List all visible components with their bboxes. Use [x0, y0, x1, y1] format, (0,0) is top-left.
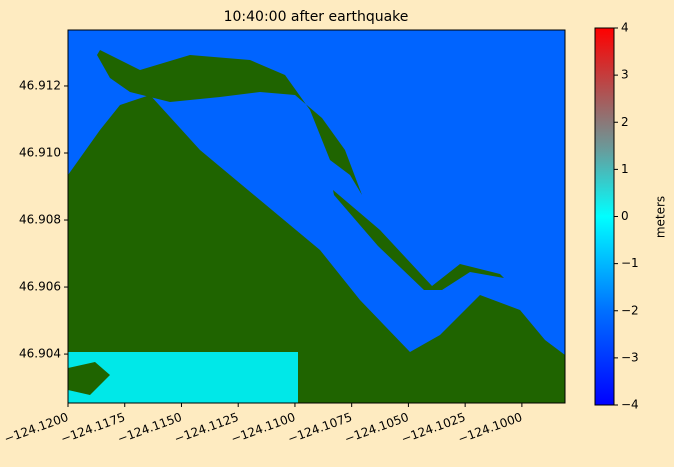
chart-title: 10:40:00 after earthquake: [224, 9, 409, 25]
colorbar-tick-label: −3: [621, 350, 639, 364]
y-tick-label: 46.910: [19, 145, 61, 159]
colorbar-tick-label: −4: [621, 398, 639, 412]
map-image: [68, 30, 565, 403]
x-tick-label: −124.1050: [343, 410, 411, 446]
x-tick-label: −124.1175: [59, 410, 127, 446]
colorbar-tick-label: −2: [621, 303, 639, 317]
y-tick-label: 46.904: [19, 347, 61, 361]
colorbar-tick-label: 3: [621, 68, 629, 82]
x-tick-label: −124.1000: [456, 410, 524, 446]
x-tick-label: −124.1100: [229, 410, 297, 446]
jetty: [333, 190, 504, 290]
colorbar-tick-label: 1: [621, 162, 629, 176]
y-tick-label: 46.912: [19, 78, 61, 92]
colorbar-tick-label: 0: [621, 209, 629, 223]
spit: [97, 50, 362, 195]
colorbar-tick-label: −1: [621, 256, 639, 270]
x-tick-label: −124.1075: [286, 410, 354, 446]
colorbar-label: meters: [654, 196, 668, 238]
colorbar-tick-label: 4: [621, 21, 629, 35]
axes-frame: [67, 29, 566, 404]
x-tick-label: −124.1150: [116, 410, 184, 446]
x-tick-label: −124.1200: [2, 410, 70, 446]
colorbar-tick-label: 2: [621, 115, 629, 129]
land: [68, 362, 110, 395]
colorbar: [594, 27, 615, 406]
land: [68, 95, 565, 403]
x-tick-label: −124.1125: [172, 410, 240, 446]
y-tick-label: 46.906: [19, 280, 61, 294]
x-tick-label: −124.1025: [399, 410, 467, 446]
y-tick-label: 46.908: [19, 213, 61, 227]
